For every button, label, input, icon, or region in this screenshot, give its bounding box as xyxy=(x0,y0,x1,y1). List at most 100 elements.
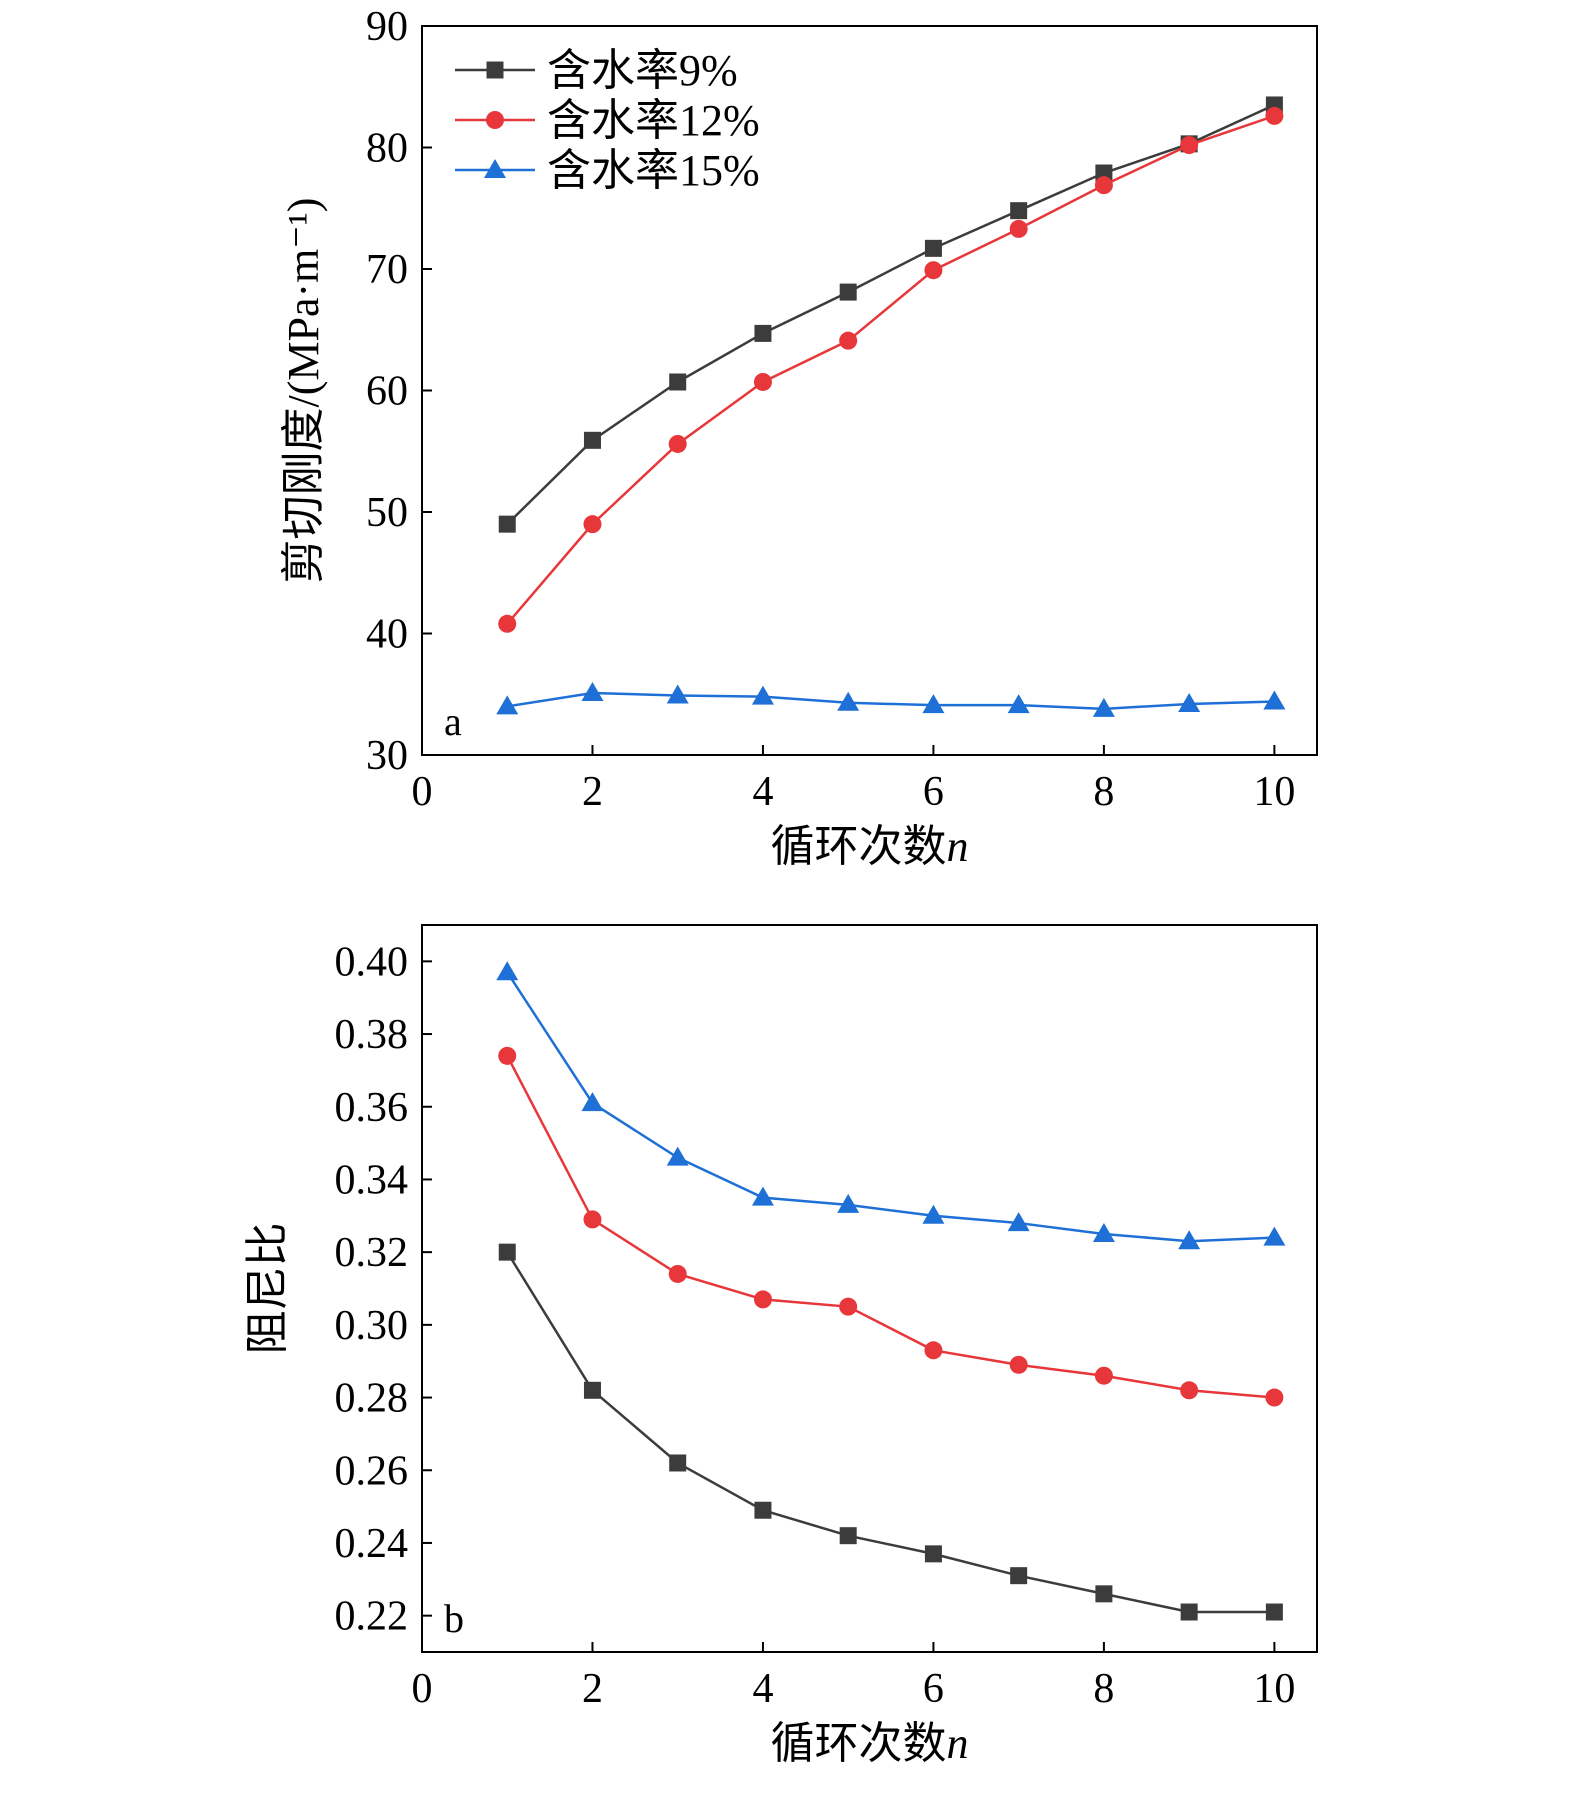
data-point xyxy=(498,614,517,633)
data-point xyxy=(583,1210,602,1229)
data-point xyxy=(924,261,943,280)
data-point xyxy=(1095,1585,1113,1603)
data-point xyxy=(498,1046,517,1065)
data-point xyxy=(498,1243,516,1261)
y-axis-title: 阻尼比 xyxy=(243,1223,292,1355)
data-point xyxy=(839,1527,857,1545)
data-point xyxy=(754,1501,772,1519)
y-tick-label: 40 xyxy=(366,612,408,658)
series-2 xyxy=(498,106,1284,633)
data-point xyxy=(1180,1381,1199,1400)
data-point xyxy=(666,684,689,704)
y-axis-title: 剪切刚度/(MPa·m⁻¹) xyxy=(279,198,328,584)
data-point xyxy=(837,1193,860,1213)
data-point xyxy=(1265,1388,1284,1407)
x-axis-title-text: 循环次数 xyxy=(771,822,947,871)
x-axis-title-var: n xyxy=(947,1719,969,1768)
x-tick-label: 6 xyxy=(923,769,944,815)
x-tick-label: 10 xyxy=(1253,769,1295,815)
data-point xyxy=(583,1381,601,1399)
data-point xyxy=(1010,1567,1028,1585)
y-tick-label: 30 xyxy=(366,733,408,779)
data-point xyxy=(1263,690,1286,710)
series-1 xyxy=(498,1243,1283,1621)
y-tick-label: 0.22 xyxy=(335,1594,409,1640)
data-point xyxy=(669,373,687,391)
data-point xyxy=(839,331,858,350)
x-tick-label: 0 xyxy=(412,1666,433,1712)
data-point xyxy=(1094,1366,1113,1385)
panel-label: b xyxy=(444,1596,464,1641)
data-point xyxy=(753,372,772,391)
y-tick-label: 70 xyxy=(366,247,408,293)
panel-label: a xyxy=(444,699,462,744)
data-point xyxy=(668,1264,687,1283)
series-2 xyxy=(498,1046,1284,1407)
data-point xyxy=(1180,1603,1198,1621)
data-point xyxy=(924,1341,943,1360)
data-point xyxy=(839,1297,858,1316)
series-line xyxy=(506,103,1275,526)
x-tick-label: 2 xyxy=(582,769,603,815)
y-tick-label: 50 xyxy=(366,490,408,536)
legend-label: 含水率12% xyxy=(547,96,760,145)
x-tick-label: 0 xyxy=(412,769,433,815)
y-tick-label: 0.36 xyxy=(335,1085,409,1131)
series-line xyxy=(506,1251,1275,1614)
y-tick-label: 0.26 xyxy=(335,1448,409,1494)
plot-frame xyxy=(421,924,1318,1653)
y-tick-label: 0.38 xyxy=(335,1012,409,1058)
data-point xyxy=(1007,694,1030,714)
x-axis-title: 循环次数n xyxy=(771,1719,969,1768)
series-line xyxy=(506,1055,1275,1399)
data-point xyxy=(581,682,604,702)
y-tick-label: 80 xyxy=(366,126,408,172)
legend-marker xyxy=(486,61,504,79)
data-point xyxy=(583,431,601,449)
data-point xyxy=(924,1545,942,1563)
x-tick-label: 4 xyxy=(752,769,773,815)
data-point xyxy=(751,685,774,705)
data-point xyxy=(1178,1230,1201,1250)
x-axis-title: 循环次数n xyxy=(771,822,969,871)
data-point xyxy=(839,283,857,301)
y-tick-label: 0.28 xyxy=(335,1376,409,1422)
x-tick-label: 10 xyxy=(1253,1666,1295,1712)
y-tick-label: 0.32 xyxy=(335,1230,409,1276)
data-point xyxy=(1092,1222,1115,1242)
data-point xyxy=(496,695,519,715)
legend: 含水率9%含水率12%含水率15% xyxy=(455,46,760,195)
legend-label: 含水率9% xyxy=(547,46,738,95)
y-tick-label: 90 xyxy=(366,4,408,50)
series-line xyxy=(507,691,1275,711)
data-point xyxy=(1007,1212,1030,1232)
data-point xyxy=(837,691,860,711)
y-tick-label: 0.34 xyxy=(335,1157,409,1203)
data-point xyxy=(1094,176,1113,195)
legend-marker xyxy=(484,159,506,178)
y-tick-label: 0.40 xyxy=(335,939,409,985)
data-point xyxy=(1263,1226,1286,1246)
data-point xyxy=(1010,202,1028,220)
data-point xyxy=(1178,692,1201,712)
data-point xyxy=(924,239,942,257)
data-point xyxy=(1009,1355,1028,1374)
data-point xyxy=(496,961,519,981)
x-tick-label: 8 xyxy=(1093,1666,1114,1712)
data-point xyxy=(754,324,772,342)
y-tick-label: 0.30 xyxy=(335,1303,409,1349)
y-tick-label: 60 xyxy=(366,369,408,415)
data-point xyxy=(1092,697,1115,717)
x-axis-title-text: 循环次数 xyxy=(771,1719,947,1768)
data-point xyxy=(669,1454,687,1472)
data-point xyxy=(1265,1603,1283,1621)
x-tick-label: 4 xyxy=(752,1666,773,1712)
data-point xyxy=(753,1290,772,1309)
data-point xyxy=(1180,136,1199,155)
y-tick-label: 0.24 xyxy=(335,1521,409,1567)
legend-marker xyxy=(486,111,504,129)
data-point xyxy=(581,1092,604,1112)
series-3 xyxy=(496,682,1286,717)
data-point xyxy=(668,434,687,453)
